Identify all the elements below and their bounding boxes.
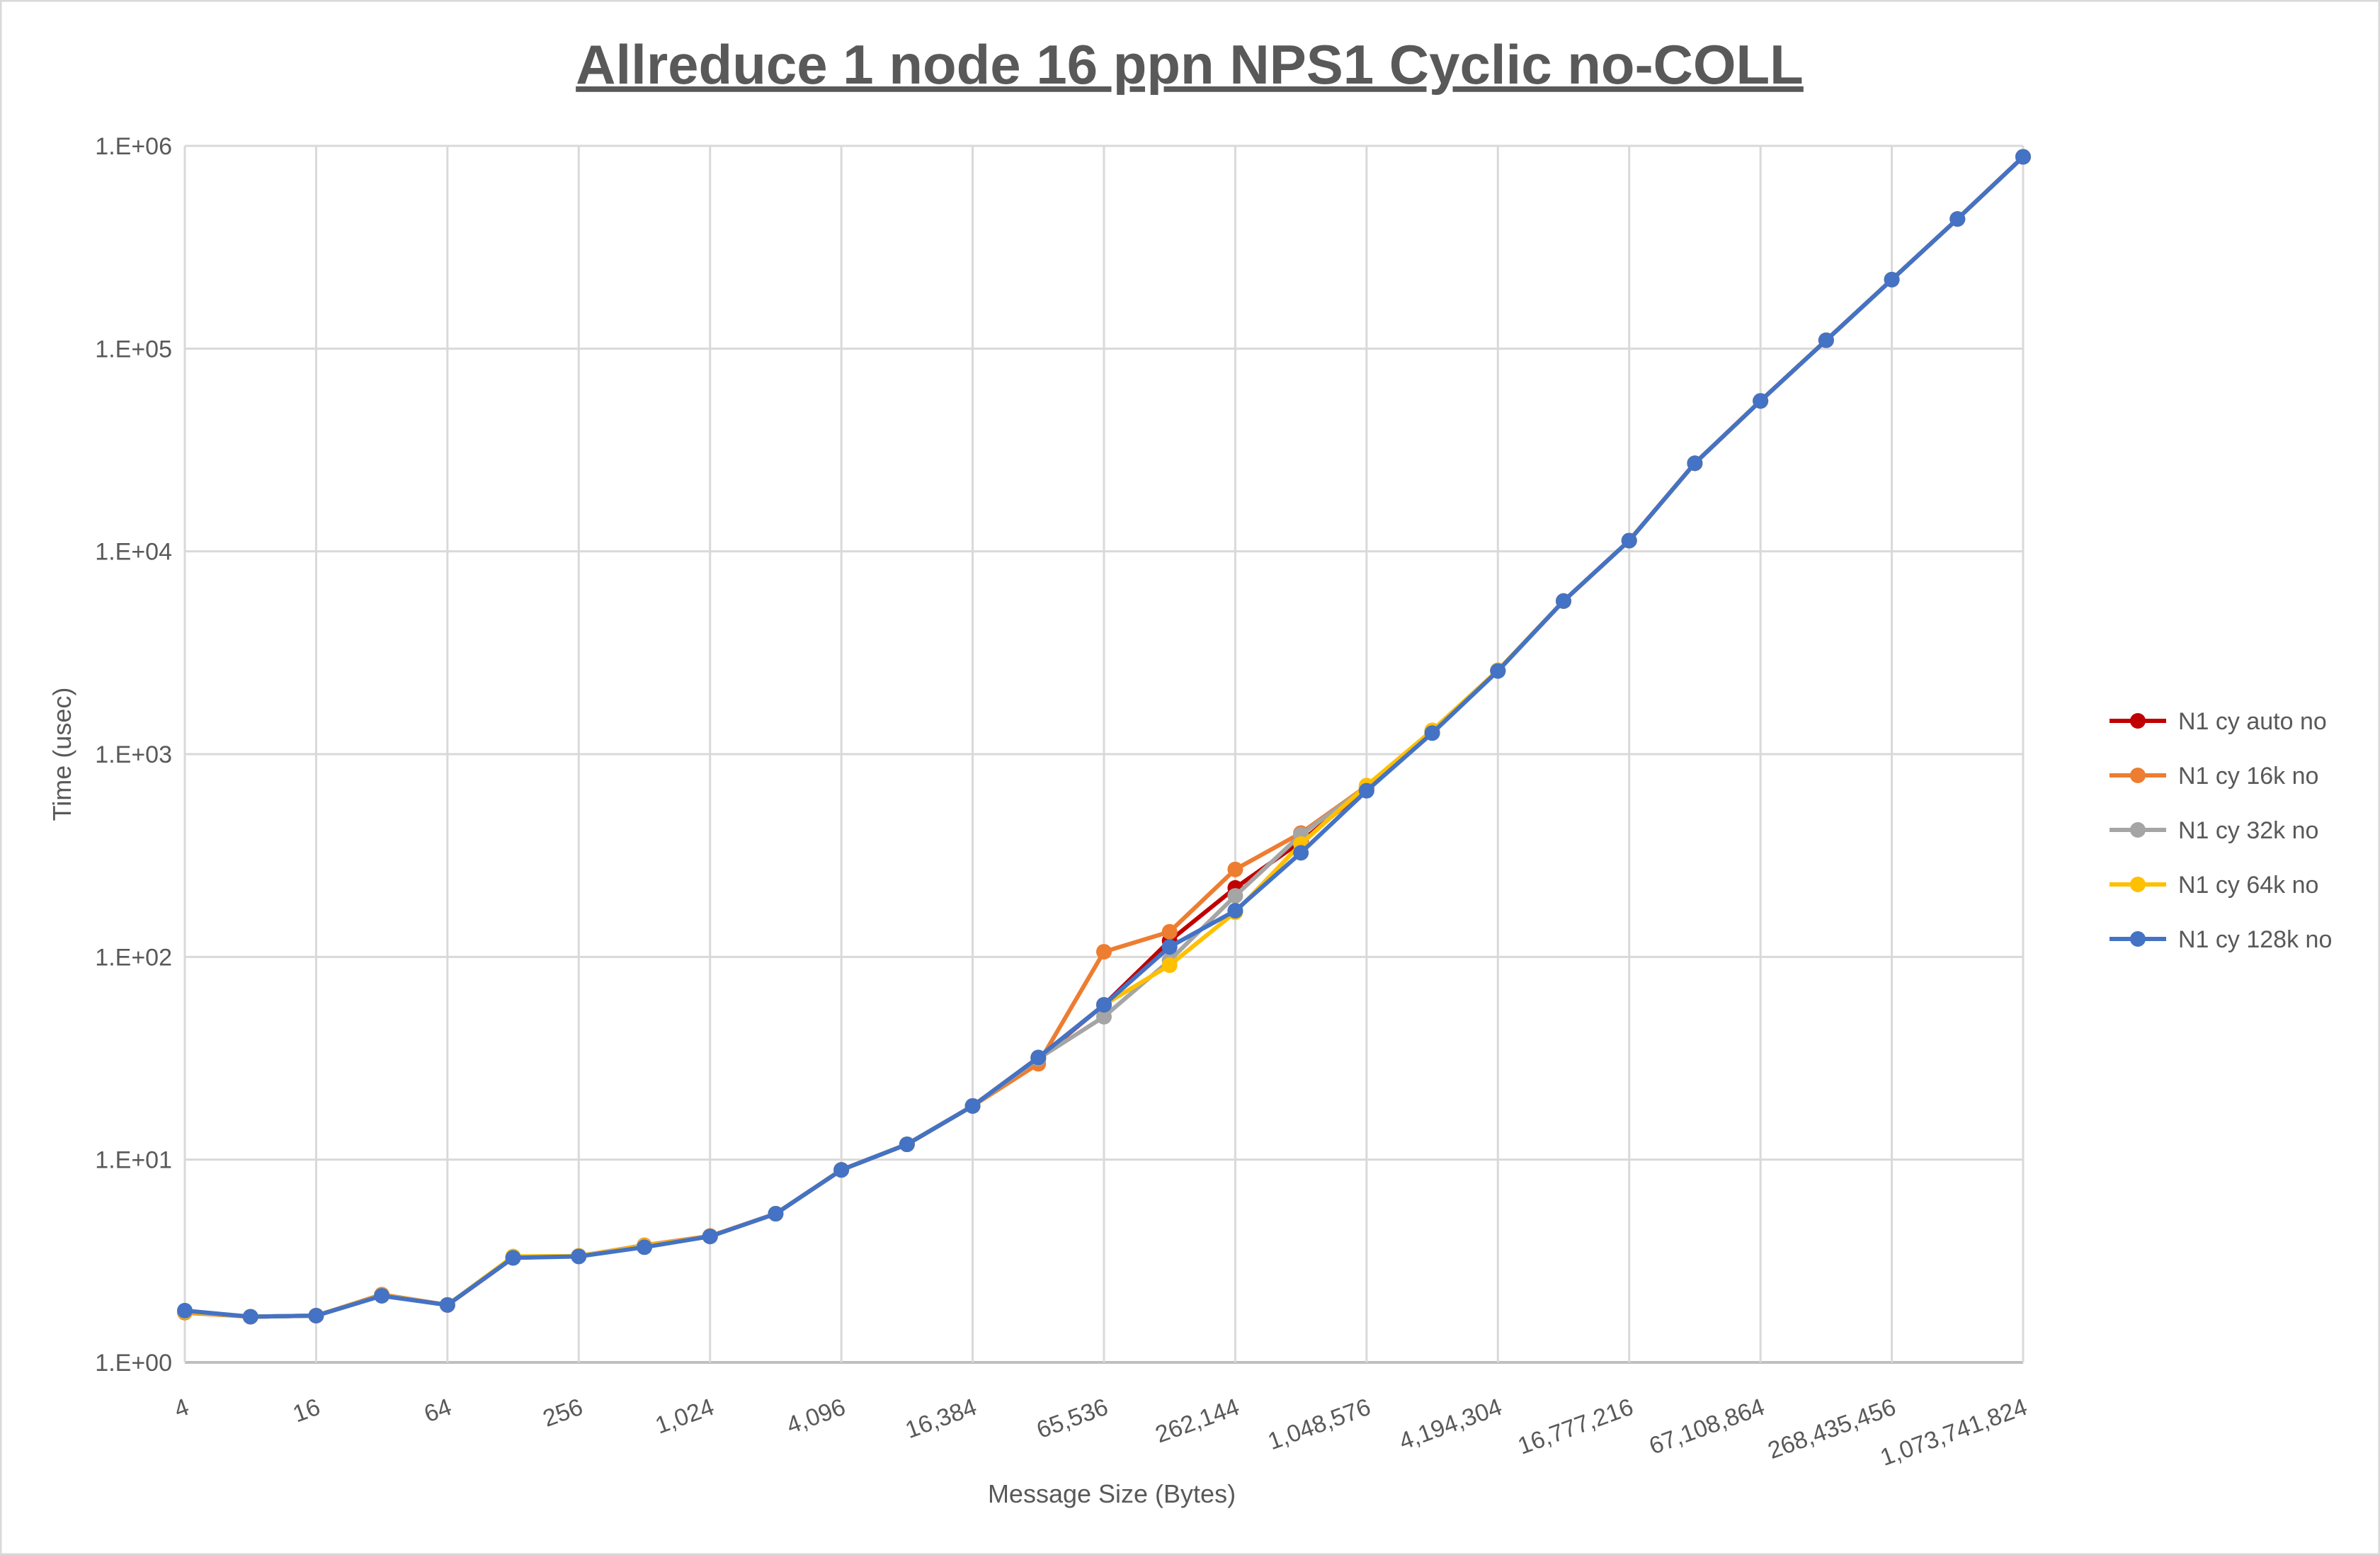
legend-marker — [2130, 768, 2146, 783]
legend-item: N1 cy 32k no — [2109, 817, 2318, 844]
data-point — [374, 1287, 390, 1304]
data-point — [768, 1206, 784, 1222]
data-point — [1227, 861, 1243, 877]
data-point — [571, 1248, 587, 1265]
legend-marker — [2130, 822, 2146, 838]
data-point — [1161, 939, 1178, 955]
y-tick-label: 1.E+05 — [95, 336, 172, 363]
y-tick-label: 1.E+00 — [95, 1350, 172, 1377]
data-point — [899, 1137, 915, 1153]
y-axis-ticks: 1.E+00 1.E+01 1.E+02 1.E+03 1.E+04 1.E+05 1.E+… — [95, 133, 172, 1377]
data-point — [1949, 211, 1966, 227]
y-tick-label: 1.E+01 — [95, 1147, 172, 1174]
chart-title: Allreduce 1 node 16 ppn NPS1 Cyclic no-C… — [576, 33, 1804, 96]
data-point — [1096, 1008, 1112, 1025]
data-point — [1227, 903, 1243, 919]
data-point — [702, 1229, 718, 1245]
legend: N1 cy auto no N1 cy 16k no N1 cy 32k no N1 … — [2109, 708, 2332, 953]
legend-label: N1 cy 16k no — [2178, 763, 2318, 790]
data-point — [1293, 845, 1309, 861]
legend-item: N1 cy 16k no — [2109, 763, 2318, 790]
data-point — [505, 1250, 521, 1266]
legend-item: N1 cy 64k no — [2109, 872, 2318, 899]
legend-label: N1 cy 64k no — [2178, 872, 2318, 899]
data-point — [964, 1098, 981, 1114]
data-point — [242, 1309, 258, 1325]
legend-marker — [2130, 931, 2146, 947]
gridlines — [183, 144, 2025, 1364]
data-point — [1096, 997, 1112, 1013]
y-tick-label: 1.E+06 — [95, 133, 172, 160]
legend-label: N1 cy 128k no — [2178, 926, 2332, 953]
y-tick-label: 1.E+03 — [95, 741, 172, 768]
data-point — [1753, 393, 1769, 409]
legend-label: N1 cy 32k no — [2178, 817, 2318, 844]
data-point — [1030, 1049, 1047, 1066]
legend-item: N1 cy auto no — [2109, 708, 2327, 735]
data-point — [2015, 149, 2031, 165]
data-point — [439, 1297, 455, 1313]
data-point — [1096, 944, 1112, 960]
data-point — [1621, 532, 1637, 549]
data-point — [1884, 271, 1900, 287]
data-point — [1161, 957, 1178, 974]
data-point — [1490, 663, 1506, 679]
legend-item: N1 cy 128k no — [2109, 926, 2332, 953]
x-axis-label: Message Size (Bytes) — [988, 1479, 1236, 1508]
data-point — [1818, 332, 1834, 348]
data-point — [1227, 888, 1243, 904]
y-axis-label: Time (usec) — [47, 688, 76, 821]
data-point — [1424, 725, 1440, 741]
y-tick-label: 1.E+02 — [95, 944, 172, 971]
y-tick-label: 1.E+04 — [95, 539, 172, 566]
legend-marker — [2130, 877, 2146, 892]
data-point — [637, 1239, 652, 1255]
series-group — [177, 149, 2031, 1325]
data-point — [1687, 455, 1703, 472]
data-point — [1358, 782, 1374, 799]
legend-label: N1 cy auto no — [2178, 708, 2327, 735]
data-point — [1556, 593, 1571, 609]
data-point — [308, 1308, 324, 1324]
data-point — [833, 1162, 850, 1178]
data-point — [177, 1302, 193, 1318]
legend-marker — [2130, 713, 2146, 729]
series-n1-cy-128k-no — [177, 149, 2031, 1325]
data-point — [1161, 923, 1178, 940]
